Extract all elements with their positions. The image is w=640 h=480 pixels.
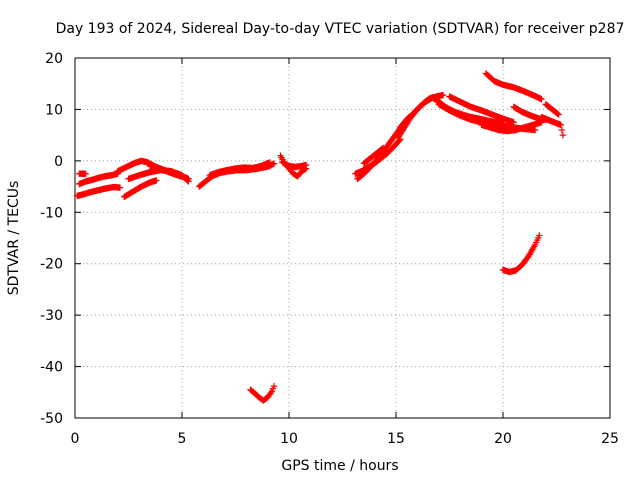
data-point — [555, 111, 562, 118]
data-point — [270, 160, 278, 167]
y-tick-label: -40 — [40, 360, 63, 376]
data-point — [153, 177, 160, 184]
axis-ticks: 0 5 10 15 20 25 20 10 0 -10 -20 -30 -40 -50 — [40, 51, 619, 447]
x-tick-label: 20 — [494, 431, 512, 447]
series-arc-5 — [121, 177, 160, 201]
data-point — [538, 95, 545, 103]
series-arc-12 — [247, 382, 278, 404]
y-axis-label: SDTVAR / TECUs — [6, 181, 22, 296]
data-point — [185, 178, 192, 185]
series-arc-14 — [352, 136, 404, 177]
y-tick-label: 0 — [54, 154, 63, 170]
y-tick-label: -30 — [40, 308, 63, 324]
data-point-fill — [379, 145, 386, 152]
series-arc-25 — [542, 101, 562, 118]
series-arc-21 — [478, 119, 545, 135]
y-tick-label: 20 — [45, 51, 63, 67]
y-tick-label: -10 — [40, 205, 63, 221]
series-arc-15 — [360, 144, 387, 167]
chart-title: Day 193 of 2024, Sidereal Day-to-day VTE… — [56, 21, 625, 37]
series-arc-26 — [499, 232, 543, 276]
data-point — [559, 131, 567, 139]
x-tick-label: 25 — [601, 431, 619, 447]
series-arc-24 — [538, 113, 567, 139]
data-point — [536, 232, 543, 239]
data-point — [116, 184, 124, 191]
series-arc-7 — [146, 162, 190, 182]
x-tick-label: 0 — [71, 431, 80, 447]
data-point — [439, 91, 447, 99]
data-point — [270, 382, 278, 390]
y-tick-label: 10 — [45, 102, 63, 118]
data-point — [183, 174, 190, 182]
plot-frame — [74, 57, 611, 419]
series-arc-3 — [76, 170, 89, 177]
data-point-fill — [269, 160, 277, 168]
y-tick-label: -20 — [40, 257, 63, 273]
series-arc-11 — [279, 159, 310, 171]
x-axis-label: GPS time / hours — [281, 458, 398, 474]
data-point-fill — [554, 110, 561, 118]
x-tick-label: 5 — [178, 431, 187, 447]
x-tick-label: 15 — [387, 431, 405, 447]
data-point — [266, 159, 273, 166]
series-arc-22 — [482, 70, 545, 103]
data-point — [531, 126, 539, 134]
data-point — [82, 170, 89, 177]
data-point — [379, 144, 387, 152]
y-tick-label: -50 — [40, 411, 63, 427]
series-arc-9 — [206, 159, 273, 179]
data-point — [302, 161, 310, 169]
data-points — [73, 70, 567, 404]
data-point-fill — [558, 126, 566, 134]
x-tick-label: 10 — [280, 431, 298, 447]
data-point — [557, 121, 564, 129]
series-arc-19 — [446, 93, 517, 126]
series-arc-2 — [73, 183, 124, 200]
